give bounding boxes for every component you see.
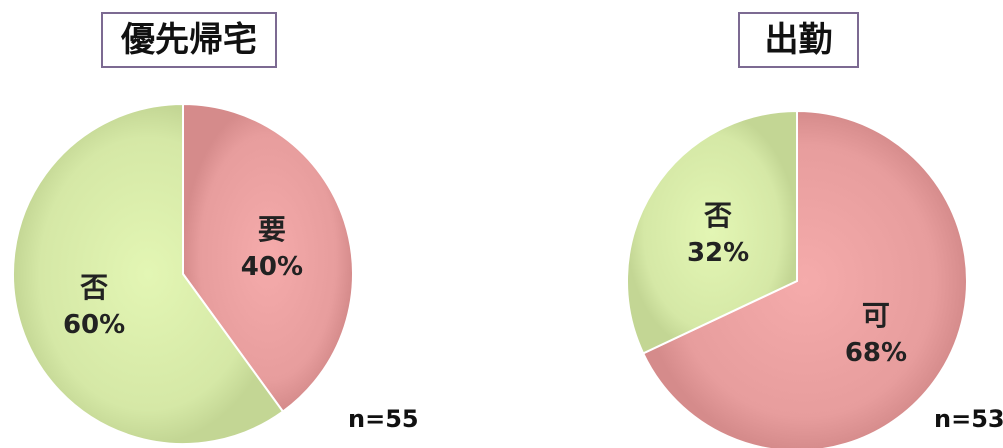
chart-title-left: 優先帰宅 — [101, 12, 277, 68]
slice-value-left-0: 40% — [241, 252, 303, 282]
slice-value-right-1: 32% — [687, 238, 749, 268]
pie-slice-right-0 — [641, 109, 968, 448]
slice-value-right-0: 68% — [845, 338, 907, 368]
sample-size-left: n=55 — [348, 405, 419, 433]
sample-size-right: n=53 — [934, 405, 1003, 433]
slice-label-left-0: 要 — [258, 213, 286, 246]
pie-slice-left-0 — [182, 102, 354, 413]
pie-slice-left-1 — [12, 102, 285, 445]
slice-value-left-1: 60% — [63, 310, 125, 340]
slice-label-right-0: 可 — [862, 299, 890, 332]
chart-title-right: 出勤 — [738, 12, 859, 68]
slice-label-right-1: 否 — [704, 199, 732, 232]
pie-slice-right-1 — [626, 109, 798, 355]
slice-label-left-1: 否 — [80, 271, 108, 304]
